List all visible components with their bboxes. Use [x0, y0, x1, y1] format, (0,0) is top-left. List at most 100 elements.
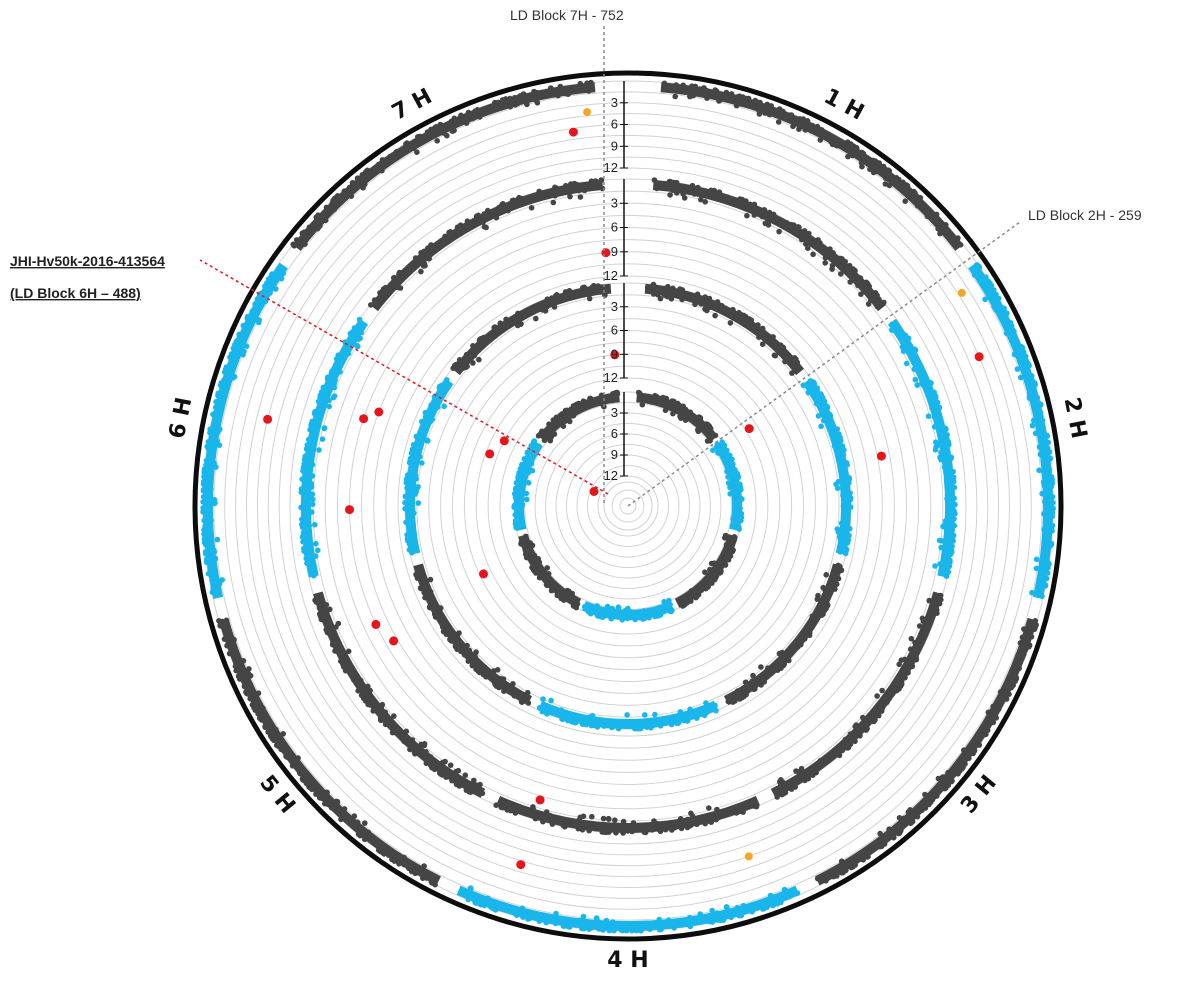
snp-point	[772, 352, 779, 359]
track3-chrom-4h-points	[581, 597, 675, 623]
snp-point	[462, 772, 469, 778]
gridline-t0-5	[235, 113, 1021, 899]
suggestive-snp-t0-1	[957, 288, 966, 297]
snp-point	[427, 576, 434, 583]
ld-block-2h-label: LD Block 2H - 259	[1028, 207, 1142, 223]
snp-point	[313, 540, 319, 547]
track1-chrom-1h-points	[651, 177, 887, 312]
track0-chrom-7h-points	[290, 79, 596, 251]
snp-point	[777, 778, 783, 785]
snp-point	[652, 711, 658, 718]
marker-label-id: JHI-Hv50k-2016-413564	[10, 253, 165, 269]
snp-point	[455, 767, 462, 774]
significant-snp-t3-0	[589, 487, 599, 496]
y-tick-label: 6	[611, 220, 618, 235]
snp-point	[331, 393, 338, 399]
y-tick-label: 12	[604, 468, 618, 483]
snp-point	[418, 268, 424, 275]
snp-point	[612, 817, 618, 823]
snp-point	[815, 592, 821, 599]
track0-chrom-1h-points	[660, 80, 964, 251]
snp-point	[419, 460, 425, 466]
track2-chrom-5h-band	[413, 563, 533, 706]
track0-chrom-5h-points	[216, 617, 441, 888]
snp-point	[525, 480, 532, 486]
track2-chrom-1h-band	[644, 283, 804, 376]
track1-chrom-7h-points	[368, 177, 606, 312]
snp-point	[315, 547, 321, 554]
y-tick-label: 12	[604, 160, 618, 175]
snp-point	[639, 401, 646, 408]
snp-point	[415, 484, 421, 490]
snp-point	[858, 291, 864, 298]
gridline-t3-3	[566, 444, 690, 568]
snp-point	[312, 521, 318, 528]
snp-point	[605, 815, 612, 822]
gridline-t2-5	[440, 318, 816, 694]
track0-chrom-4h-band	[456, 885, 800, 931]
snp-point	[355, 343, 361, 350]
snp-point	[681, 195, 688, 201]
snp-point	[750, 672, 756, 679]
track3-chrom-1h-band	[636, 392, 718, 443]
track2-chrom-2h-points	[800, 378, 854, 557]
y-tick-label: 6	[611, 117, 618, 132]
y-tick-label: 9	[611, 447, 618, 462]
snp-point	[845, 153, 851, 160]
snp-point	[758, 664, 764, 670]
y-tick-label: 3	[611, 299, 618, 314]
track3-chrom-1h-points	[635, 389, 719, 444]
snp-point	[362, 820, 368, 826]
snp-point	[494, 667, 501, 673]
snp-point	[865, 301, 872, 307]
snp-point	[914, 382, 920, 388]
snp-point	[706, 805, 712, 811]
snp-point	[550, 199, 557, 206]
track3-chrom-4h-band	[581, 601, 675, 620]
snp-point	[473, 649, 479, 655]
gridline-t1-1	[385, 263, 871, 749]
snp-point	[912, 376, 919, 383]
snp-point	[319, 436, 326, 443]
y-tick-label: 9	[611, 138, 618, 153]
snp-point	[902, 198, 908, 204]
snp-point	[709, 907, 715, 914]
snp-point	[908, 635, 915, 642]
significant-snp-t0-3	[516, 860, 526, 870]
snp-point	[879, 687, 885, 694]
snp-point	[415, 500, 422, 506]
snp-point	[481, 224, 488, 230]
points-layer	[200, 79, 1056, 934]
track2-chrom-2h-band	[802, 378, 851, 555]
snp-point	[476, 356, 482, 363]
suggestive-snp-t0-2	[744, 852, 753, 861]
snp-point	[577, 194, 584, 200]
track1-chrom-3h-band	[770, 591, 943, 798]
snp-point	[776, 228, 782, 235]
snp-point	[672, 93, 678, 100]
snp-point	[834, 485, 841, 492]
snp-point	[1014, 366, 1021, 372]
gridline-t3-1	[587, 465, 669, 547]
snp-point	[1029, 422, 1036, 429]
significant-snp-t0-1	[974, 352, 984, 362]
significant-snp-t2-1	[744, 424, 754, 434]
snp-point	[759, 341, 766, 348]
snp-point	[1017, 374, 1024, 381]
significant-snp-t1-2	[359, 414, 369, 424]
track2-chrom-6h-band	[405, 378, 454, 555]
snp-point	[874, 693, 880, 699]
snp-point	[702, 569, 708, 575]
track1-chrom-5h-points	[312, 591, 486, 798]
outer-border	[192, 70, 1064, 942]
track3-chrom-2h-band	[713, 440, 743, 531]
track1-chrom-4h-points	[493, 796, 760, 836]
track1-chrom-2h-band	[887, 318, 956, 578]
y-tick-label: 6	[611, 426, 618, 441]
snp-point	[256, 317, 263, 323]
track2-chrom-6h-points	[402, 377, 454, 556]
snp-point	[667, 192, 673, 198]
snp-point	[586, 295, 593, 302]
track1-chrom-3h-points	[770, 591, 944, 800]
snp-point	[523, 490, 530, 497]
